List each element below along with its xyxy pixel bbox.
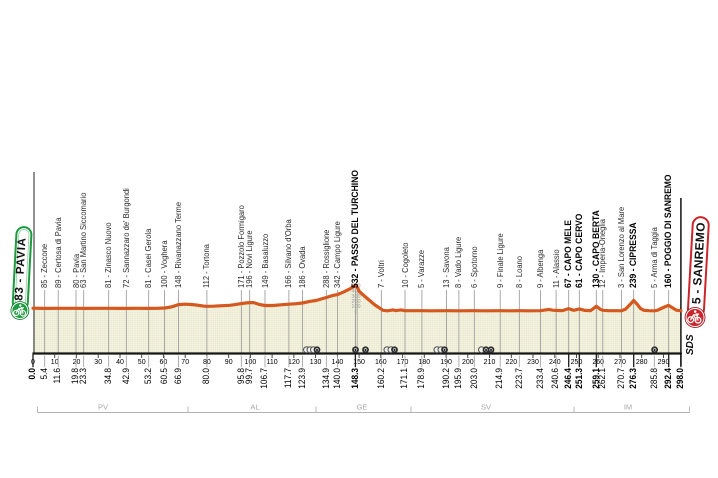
svg-text:400: 400: [351, 289, 360, 295]
svg-text:120: 120: [288, 359, 300, 366]
svg-text:0: 0: [354, 309, 357, 315]
svg-text:160: 160: [375, 359, 387, 366]
svg-text:SV: SV: [481, 403, 491, 412]
svg-text:220: 220: [505, 359, 517, 366]
svg-text:280: 280: [636, 359, 648, 366]
svg-text:60: 60: [160, 359, 168, 366]
svg-text:180: 180: [418, 359, 430, 366]
svg-text:100: 100: [245, 359, 257, 366]
svg-text:230: 230: [527, 359, 539, 366]
svg-text:30: 30: [94, 359, 102, 366]
svg-text:PV: PV: [98, 403, 108, 412]
svg-text:300: 300: [351, 294, 360, 300]
svg-text:130: 130: [310, 359, 322, 366]
svg-text:50: 50: [138, 359, 146, 366]
svg-text:150: 150: [353, 359, 365, 366]
svg-text:170: 170: [397, 359, 409, 366]
svg-text:250: 250: [571, 359, 583, 366]
svg-text:240: 240: [549, 359, 561, 366]
svg-text:100: 100: [351, 304, 360, 310]
svg-text:20: 20: [73, 359, 81, 366]
svg-text:200: 200: [462, 359, 474, 366]
svg-text:IM: IM: [624, 403, 632, 412]
svg-text:GE: GE: [357, 403, 368, 412]
svg-text:290: 290: [658, 359, 670, 366]
svg-text:90: 90: [225, 359, 233, 366]
svg-text:70: 70: [181, 359, 189, 366]
svg-text:10: 10: [51, 359, 59, 366]
svg-text:210: 210: [484, 359, 496, 366]
svg-text:270: 270: [614, 359, 626, 366]
svg-text:40: 40: [116, 359, 124, 366]
svg-text:200: 200: [351, 299, 360, 305]
svg-text:260: 260: [592, 359, 604, 366]
svg-text:110: 110: [267, 359, 278, 366]
svg-text:AL: AL: [250, 403, 259, 412]
